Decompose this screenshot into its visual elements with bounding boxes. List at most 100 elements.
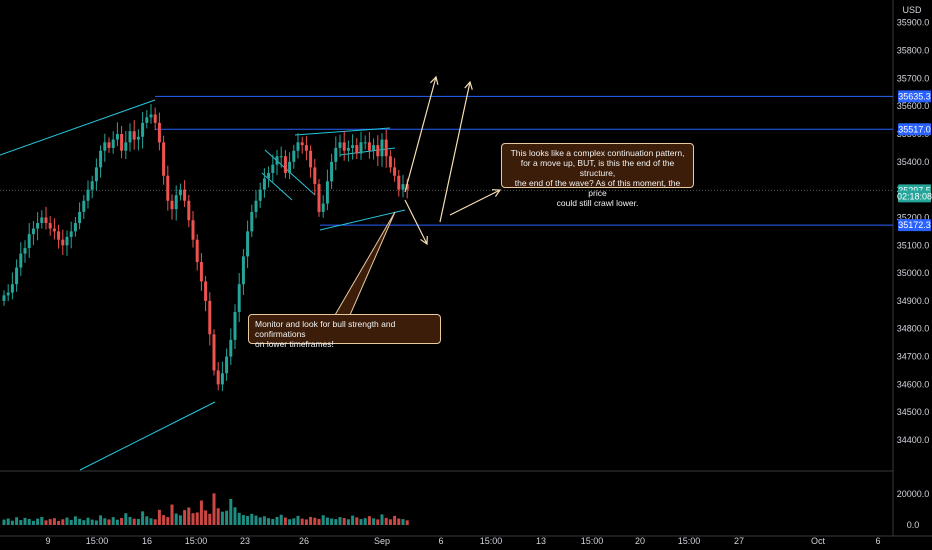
price-tick-label: 35700.0 bbox=[897, 73, 930, 83]
candle-body bbox=[111, 139, 115, 148]
candle-body bbox=[73, 223, 77, 232]
candle-body bbox=[388, 156, 392, 168]
candle-body bbox=[338, 142, 342, 148]
price-badge[interactable] bbox=[898, 123, 931, 136]
candle-body bbox=[31, 228, 35, 235]
candle-body bbox=[166, 175, 170, 201]
volume-bar bbox=[363, 518, 367, 525]
volume-bar bbox=[170, 504, 174, 525]
volume-bar bbox=[187, 507, 191, 525]
candle-body bbox=[250, 211, 254, 232]
candle-body bbox=[94, 167, 98, 182]
candle-body bbox=[141, 122, 145, 137]
candle-body bbox=[90, 181, 94, 190]
candle-body bbox=[204, 281, 208, 301]
volume-bar bbox=[216, 508, 220, 525]
trendline[interactable] bbox=[0, 99, 156, 156]
volume-bar bbox=[191, 513, 195, 525]
candle-body bbox=[191, 220, 195, 240]
volume-bar bbox=[351, 515, 355, 525]
trendline[interactable] bbox=[294, 127, 391, 136]
volume-bar bbox=[153, 519, 157, 525]
volume-bar bbox=[19, 520, 23, 525]
volume-bar bbox=[107, 519, 111, 525]
arrows[interactable] bbox=[404, 75, 502, 246]
volume-bars bbox=[2, 493, 409, 525]
arrow-head bbox=[420, 235, 428, 246]
candle-body bbox=[271, 164, 275, 173]
candle-body bbox=[363, 142, 367, 144]
price-badge-label: 35517.0 bbox=[898, 124, 931, 134]
candle-body bbox=[317, 184, 321, 212]
candle-body bbox=[48, 223, 52, 229]
candle-body bbox=[157, 122, 161, 143]
volume-bar bbox=[220, 511, 224, 525]
price-badge[interactable] bbox=[898, 219, 931, 232]
volume-bar bbox=[384, 517, 388, 525]
candle-body bbox=[128, 131, 132, 143]
callout-structure-note[interactable]: This looks like a complex continuation p… bbox=[501, 143, 694, 208]
candle-body bbox=[23, 248, 27, 254]
volume-bar bbox=[162, 515, 166, 525]
currency-label: USD bbox=[902, 5, 922, 15]
time-tick-label: 26 bbox=[299, 536, 309, 546]
candle-body bbox=[325, 181, 329, 204]
price-badge[interactable] bbox=[898, 90, 931, 103]
volume-bar bbox=[258, 517, 262, 525]
volume-bar bbox=[321, 515, 325, 525]
volume-bar bbox=[2, 519, 6, 525]
arrow-line[interactable] bbox=[449, 189, 501, 216]
volume-bar bbox=[267, 518, 271, 525]
arrow-line[interactable] bbox=[404, 199, 428, 245]
volume-bar bbox=[132, 518, 136, 525]
candle-body bbox=[342, 142, 346, 151]
volume-bar bbox=[61, 519, 65, 525]
grid bbox=[0, 0, 932, 537]
time-tick-label: Sep bbox=[374, 536, 390, 546]
candle-body bbox=[27, 234, 31, 249]
horizontal-levels[interactable] bbox=[0, 95, 893, 226]
time-axis[interactable]: 9 15:00 16 15:00 23 26 Sep 6 15:00 13 15:00 20 15:00… bbox=[45, 536, 880, 546]
volume-bar bbox=[31, 520, 35, 525]
candle-body bbox=[149, 114, 153, 118]
volume-bar bbox=[342, 518, 346, 525]
volume-bar bbox=[149, 518, 153, 525]
candle-body bbox=[69, 231, 73, 237]
candle-body bbox=[300, 142, 304, 146]
candle-body bbox=[174, 195, 178, 210]
time-tick-label: 15:00 bbox=[185, 536, 208, 546]
volume-bar bbox=[124, 513, 128, 525]
volume-bar bbox=[10, 520, 14, 525]
arrow-line[interactable] bbox=[404, 76, 437, 193]
volume-bar bbox=[57, 520, 61, 525]
volume-bar bbox=[69, 519, 73, 525]
arrow-line[interactable] bbox=[439, 81, 471, 223]
candle-body bbox=[405, 184, 409, 190]
candle-body bbox=[57, 231, 61, 240]
volume-bar bbox=[111, 517, 115, 525]
price-badge-label: 35635.3 bbox=[898, 91, 931, 101]
candle-body bbox=[376, 145, 380, 157]
volume-bar bbox=[338, 517, 342, 525]
time-tick-label: 20 bbox=[635, 536, 645, 546]
price-tick-label: 35100.0 bbox=[897, 240, 930, 250]
callout-monitor-note[interactable]: Monitor and look for bull strength and c… bbox=[248, 314, 441, 349]
trendline[interactable] bbox=[319, 209, 406, 231]
volume-bar bbox=[279, 514, 283, 525]
volume-bar bbox=[44, 520, 48, 525]
trendline[interactable] bbox=[261, 172, 293, 201]
candle-body bbox=[275, 156, 279, 165]
volume-bar bbox=[388, 519, 392, 525]
price-badge[interactable] bbox=[898, 190, 931, 203]
volume-bar bbox=[208, 513, 212, 525]
candle-body bbox=[145, 117, 149, 123]
volume-bar bbox=[204, 510, 208, 525]
trendline[interactable] bbox=[79, 401, 216, 471]
candle-body bbox=[6, 292, 10, 296]
candle-body bbox=[258, 189, 262, 201]
price-axis[interactable]: 35900.035800.035700.035600.035500.035400… bbox=[897, 18, 932, 530]
candle-body bbox=[233, 312, 237, 340]
volume-bar bbox=[317, 518, 321, 525]
